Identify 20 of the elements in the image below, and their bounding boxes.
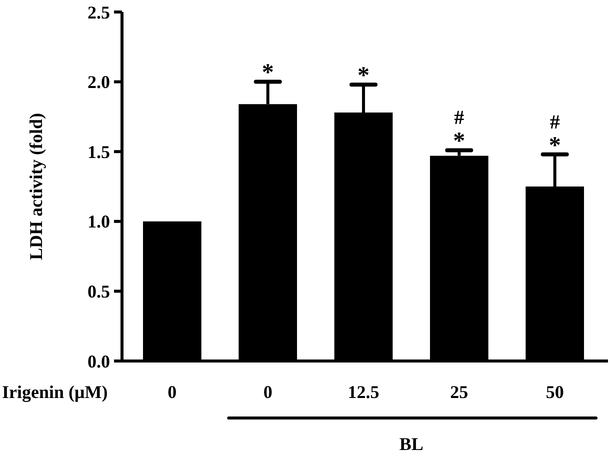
annotation: * [453,128,466,155]
annotation: # [550,111,560,134]
annotation: * [548,132,561,159]
y-tick-label: 0.0 [88,351,110,372]
y-tick-label: 2.0 [88,72,110,92]
x-tick-label: 12.5 [348,382,380,402]
x-tick-label: 0 [168,382,177,402]
y-tick-label: 1.0 [88,212,110,232]
x-tick-label: 0 [263,382,272,402]
text: BL [399,434,424,454]
y-tick-label: 2.5 [88,2,110,22]
y-axis-title: LDH activity (fold) [26,113,46,260]
x-tick-label: 50 [546,382,564,402]
y-tick-label: 0.5 [88,282,110,302]
x-axis-title: Irigenin (μM) [2,382,108,402]
annotation: # [454,107,464,130]
annotation: * [262,60,274,86]
x-tick-label: 25 [450,382,468,402]
y-tick-label: 1.5 [88,142,110,162]
annotation: * [358,62,370,89]
